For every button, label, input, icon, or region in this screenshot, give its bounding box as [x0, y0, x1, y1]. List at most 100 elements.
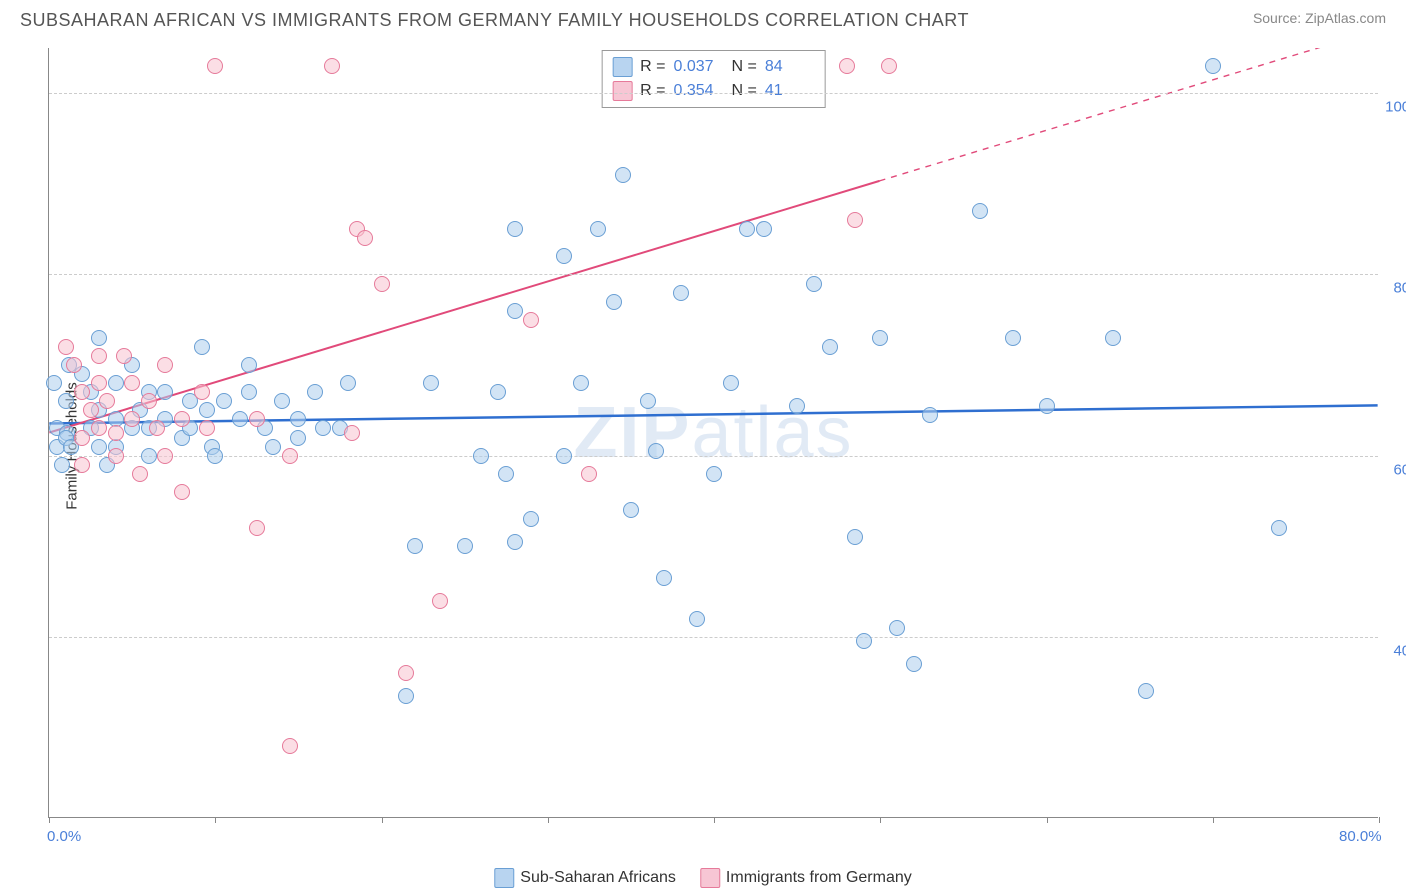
data-point	[847, 212, 863, 228]
data-point	[108, 425, 124, 441]
data-point	[972, 203, 988, 219]
data-point	[789, 398, 805, 414]
trend-lines	[49, 48, 1378, 817]
data-point	[407, 538, 423, 554]
data-point	[124, 375, 140, 391]
data-point	[74, 430, 90, 446]
ytick-label: 60.0%	[1393, 461, 1406, 478]
data-point	[498, 466, 514, 482]
data-point	[1005, 330, 1021, 346]
data-point	[344, 425, 360, 441]
data-point	[490, 384, 506, 400]
gridline	[49, 637, 1378, 638]
data-point	[640, 393, 656, 409]
ytick-label: 80.0%	[1393, 280, 1406, 297]
data-point	[194, 384, 210, 400]
data-point	[116, 348, 132, 364]
data-point	[290, 430, 306, 446]
data-point	[656, 570, 672, 586]
data-point	[241, 357, 257, 373]
data-point	[282, 738, 298, 754]
data-point	[199, 420, 215, 436]
data-point	[265, 439, 281, 455]
data-point	[315, 420, 331, 436]
xtick	[1047, 817, 1048, 823]
data-point	[46, 375, 62, 391]
data-point	[556, 248, 572, 264]
xtick	[215, 817, 216, 823]
legend-item-blue: Sub-Saharan Africans	[494, 868, 676, 888]
data-point	[523, 511, 539, 527]
data-point	[91, 348, 107, 364]
data-point	[1271, 520, 1287, 536]
data-point	[357, 230, 373, 246]
correlation-legend: R = 0.037 N = 84 R = 0.354 N = 41	[601, 50, 826, 108]
xtick	[1213, 817, 1214, 823]
data-point	[1039, 398, 1055, 414]
data-point	[606, 294, 622, 310]
data-point	[66, 357, 82, 373]
data-point	[74, 457, 90, 473]
data-point	[58, 393, 74, 409]
data-point	[556, 448, 572, 464]
data-point	[573, 375, 589, 391]
data-point	[881, 58, 897, 74]
chart-title: SUBSAHARAN AFRICAN VS IMMIGRANTS FROM GE…	[20, 10, 969, 31]
swatch-pink-icon	[700, 868, 720, 888]
data-point	[398, 688, 414, 704]
data-point	[473, 448, 489, 464]
data-point	[108, 448, 124, 464]
data-point	[706, 466, 722, 482]
r-value-blue: 0.037	[674, 58, 724, 76]
data-point	[739, 221, 755, 237]
data-point	[282, 448, 298, 464]
data-point	[249, 520, 265, 536]
data-point	[839, 58, 855, 74]
data-point	[906, 656, 922, 672]
data-point	[216, 393, 232, 409]
data-point	[847, 529, 863, 545]
data-point	[174, 411, 190, 427]
data-point	[324, 58, 340, 74]
data-point	[54, 457, 70, 473]
data-point	[1205, 58, 1221, 74]
data-point	[581, 466, 597, 482]
data-point	[232, 411, 248, 427]
data-point	[507, 303, 523, 319]
data-point	[249, 411, 265, 427]
xtick	[880, 817, 881, 823]
n-label: N =	[732, 58, 757, 76]
chart-plot-area: ZIPatlas R = 0.037 N = 84 R = 0.354 N = …	[48, 48, 1378, 818]
data-point	[174, 484, 190, 500]
data-point	[872, 330, 888, 346]
data-point	[157, 384, 173, 400]
data-point	[132, 466, 148, 482]
data-point	[141, 393, 157, 409]
data-point	[889, 620, 905, 636]
data-point	[58, 339, 74, 355]
data-point	[423, 375, 439, 391]
data-point	[856, 633, 872, 649]
data-point	[689, 611, 705, 627]
data-point	[149, 420, 165, 436]
data-point	[91, 439, 107, 455]
data-point	[124, 411, 140, 427]
data-point	[91, 330, 107, 346]
data-point	[74, 384, 90, 400]
data-point	[723, 375, 739, 391]
r-label: R =	[640, 82, 665, 100]
ytick-label: 100.0%	[1385, 99, 1406, 116]
data-point	[673, 285, 689, 301]
n-value-pink: 41	[765, 82, 815, 100]
data-point	[207, 448, 223, 464]
data-point	[157, 448, 173, 464]
data-point	[615, 167, 631, 183]
data-point	[99, 393, 115, 409]
ytick-label: 40.0%	[1393, 642, 1406, 659]
data-point	[374, 276, 390, 292]
xtick	[49, 817, 50, 823]
data-point	[194, 339, 210, 355]
watermark: ZIPatlas	[573, 392, 853, 474]
legend-item-pink: Immigrants from Germany	[700, 868, 912, 888]
legend-label-blue: Sub-Saharan Africans	[520, 869, 676, 887]
